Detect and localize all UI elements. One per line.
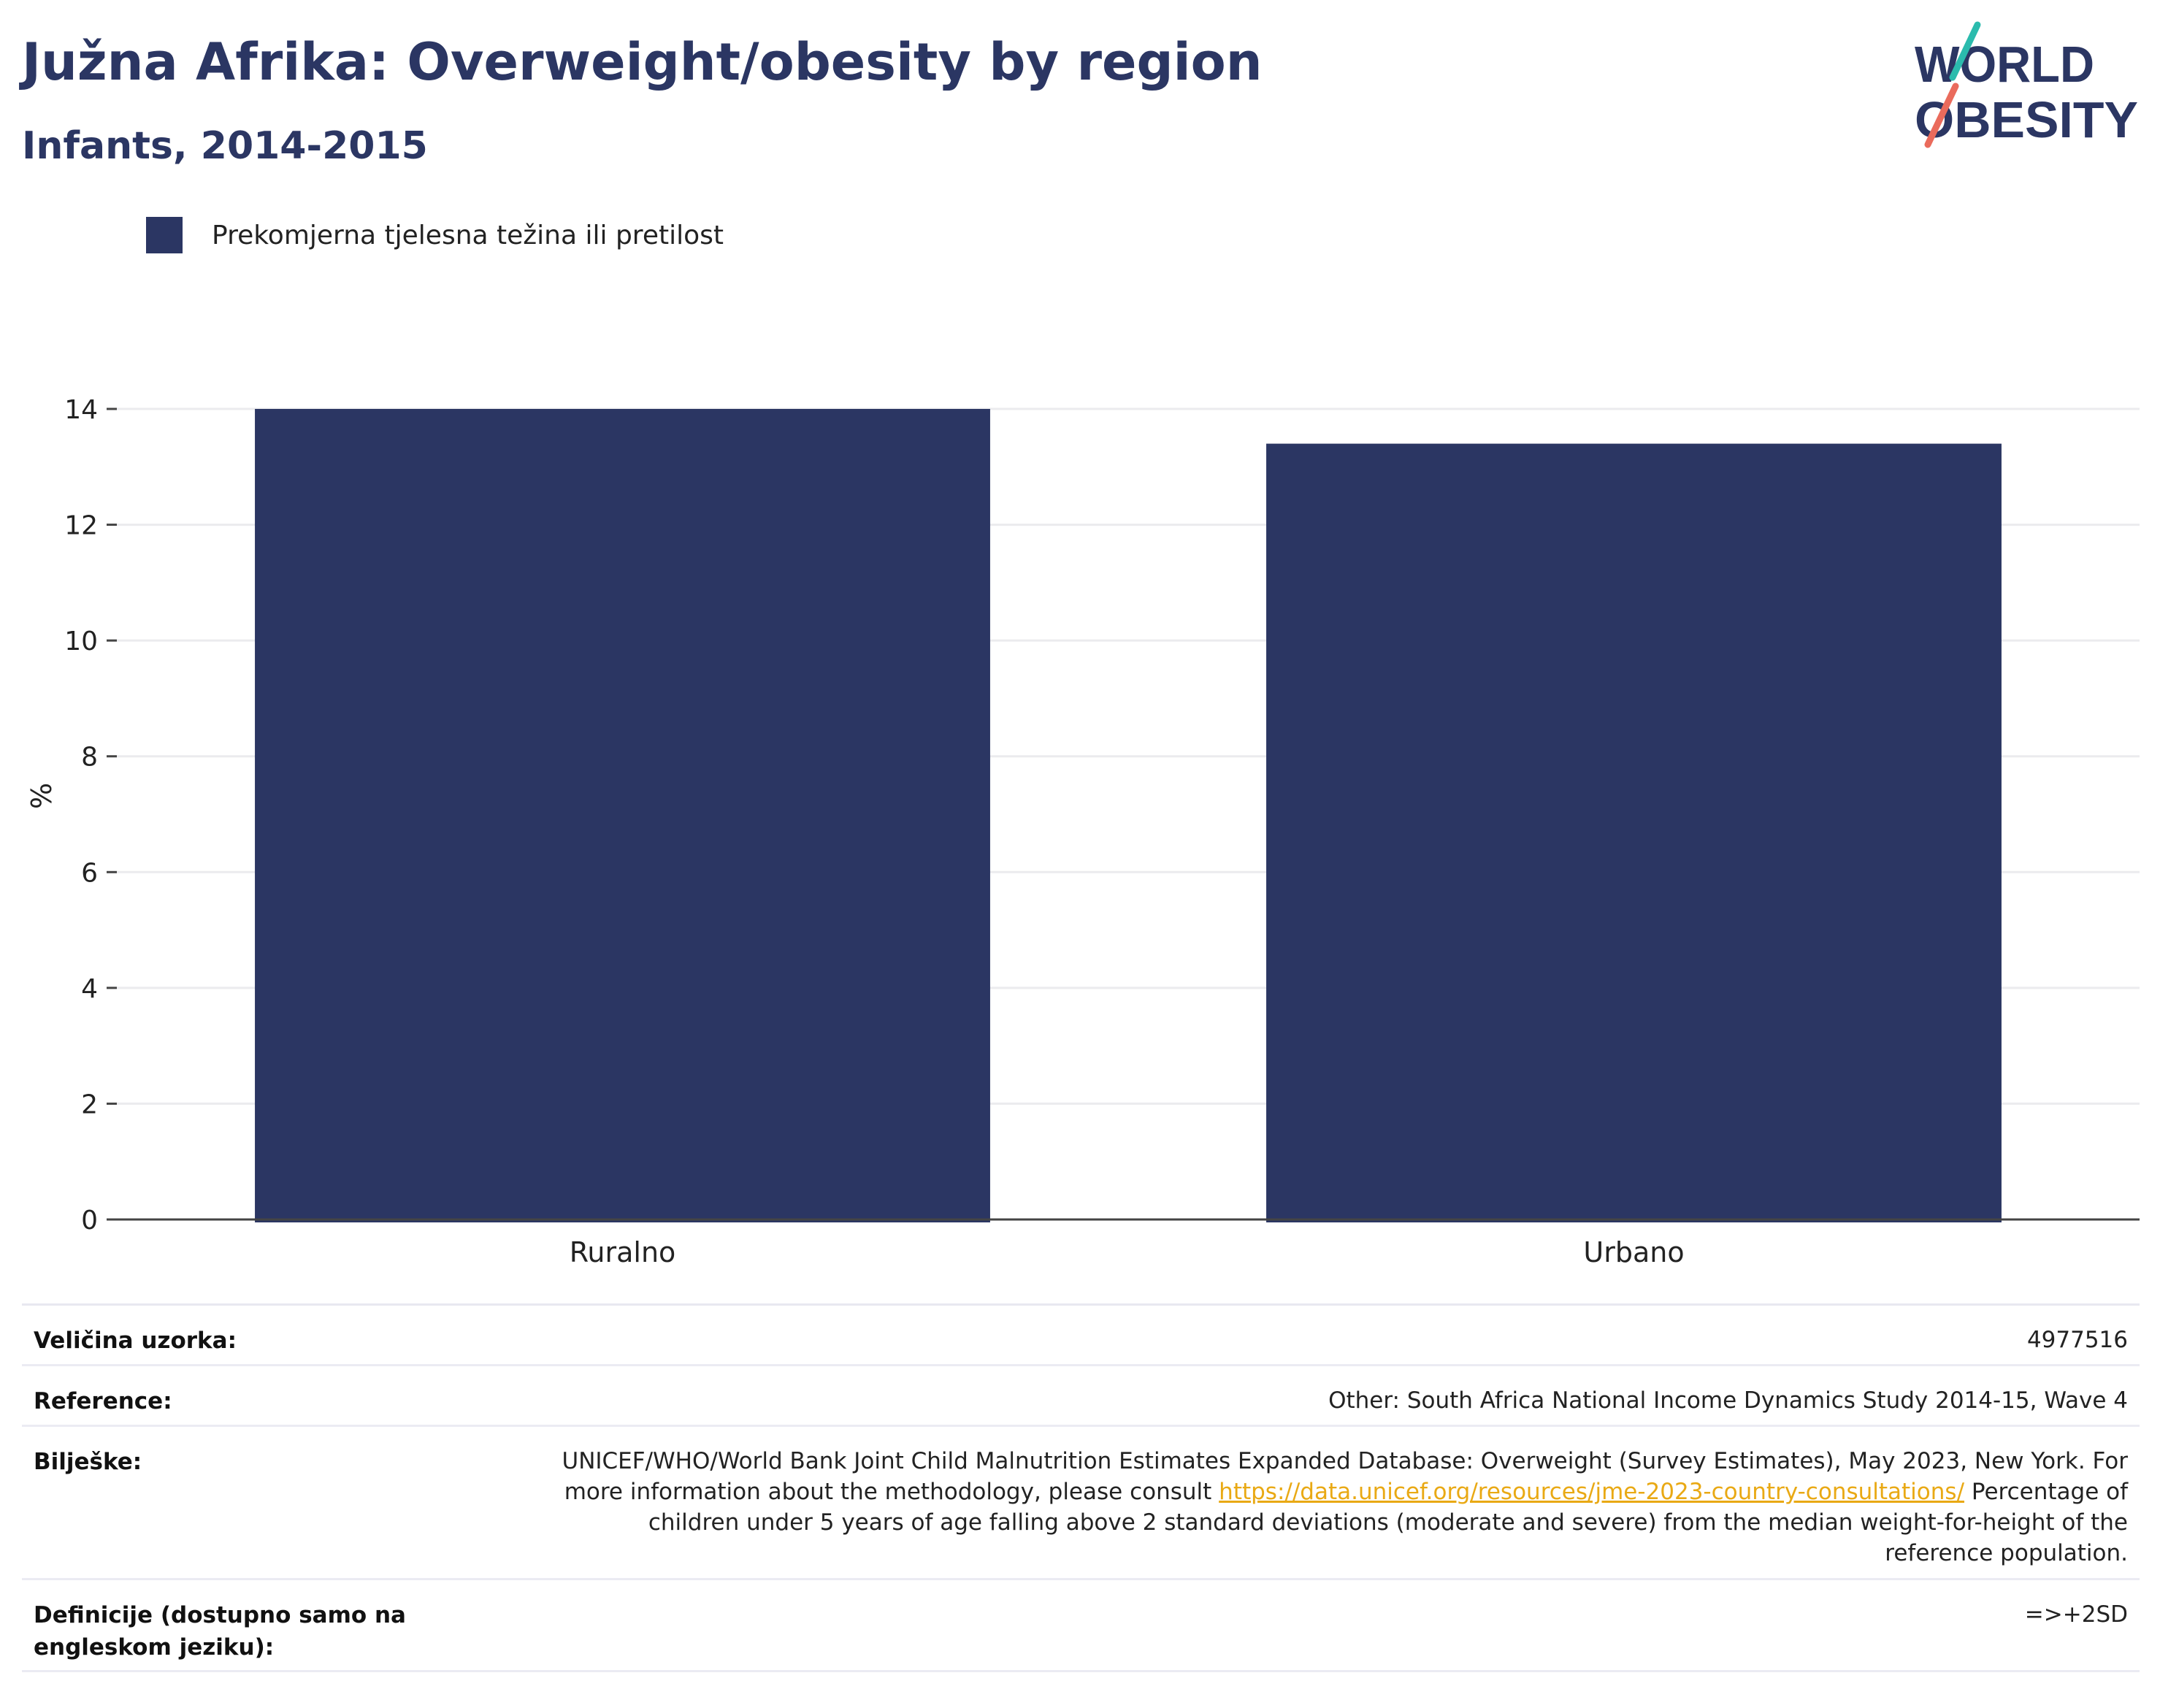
x-tick-label: Urbano (1583, 1236, 1684, 1268)
notes-text-1: UNICEF/WHO/World Bank Joint Child Malnut… (562, 1448, 2129, 1505)
notes-link[interactable]: https://data.unicef.org/resources/jme-20… (1219, 1479, 1965, 1505)
x-tick-label: Ruralno (570, 1236, 676, 1268)
world-obesity-logo: WORLD OBESITY (1915, 21, 2138, 148)
sample-size-value: 4977516 (2026, 1327, 2128, 1353)
chart-subtitle: Infants, 2014-2015 (22, 124, 428, 168)
y-tick-label: 12 (64, 511, 98, 541)
reference-row: Reference: Other: South Africa National … (22, 1366, 2140, 1427)
bar-ruralno[interactable] (255, 409, 990, 1222)
legend-swatch (146, 217, 183, 253)
notes-text-2: Percentage of children under 5 years of … (648, 1479, 2128, 1566)
y-tick-label: 14 (64, 395, 98, 425)
y-tick-label: 8 (81, 743, 98, 773)
bar-urbano[interactable] (1266, 443, 2002, 1222)
definitions-row: Definicije (dostupno samo na engleskom j… (22, 1580, 2140, 1672)
chart-title: Južna Afrika: Overweight/obesity by regi… (22, 32, 1263, 92)
x-tick-labels: Ruralno Urbano (570, 1236, 1685, 1268)
definitions-label: Definicije (dostupno samo na engleskom j… (34, 1602, 406, 1661)
y-tick-label: 2 (81, 1089, 98, 1119)
notes-label: Bilješke: (34, 1449, 142, 1475)
y-tick-label: 4 (81, 974, 98, 1004)
y-axis-label: % (26, 783, 58, 809)
chart-legend: Prekomjerna tjelesna težina ili pretilos… (146, 216, 724, 254)
sample-size-label: Veličina uzorka: (34, 1328, 237, 1354)
metadata-table: Veličina uzorka: 4977516 Reference: Othe… (22, 1303, 2140, 1672)
svg-text:WORLD: WORLD (1915, 36, 2094, 93)
notes-value: UNICEF/WHO/World Bank Joint Child Malnut… (551, 1446, 2129, 1569)
reference-label: Reference: (34, 1388, 172, 1414)
notes-row: Bilješke: UNICEF/WHO/World Bank Joint Ch… (22, 1427, 2140, 1580)
bar-chart: 0 2 4 6 8 10 12 14 Ruralno Urbano % (26, 395, 2140, 1268)
sample-size-row: Veličina uzorka: 4977516 (22, 1306, 2140, 1366)
legend-label: Prekomjerna tjelesna težina ili pretilos… (212, 220, 724, 250)
y-tick-label: 6 (81, 858, 98, 888)
definitions-value: =>+2SD (2024, 1601, 2128, 1628)
y-tick-label: 0 (81, 1206, 98, 1236)
y-tick-labels: 0 2 4 6 8 10 12 14 (64, 395, 98, 1236)
bars (255, 409, 2002, 1222)
reference-value: Other: South Africa National Income Dyna… (1328, 1387, 2128, 1414)
y-tick-label: 10 (64, 627, 98, 656)
